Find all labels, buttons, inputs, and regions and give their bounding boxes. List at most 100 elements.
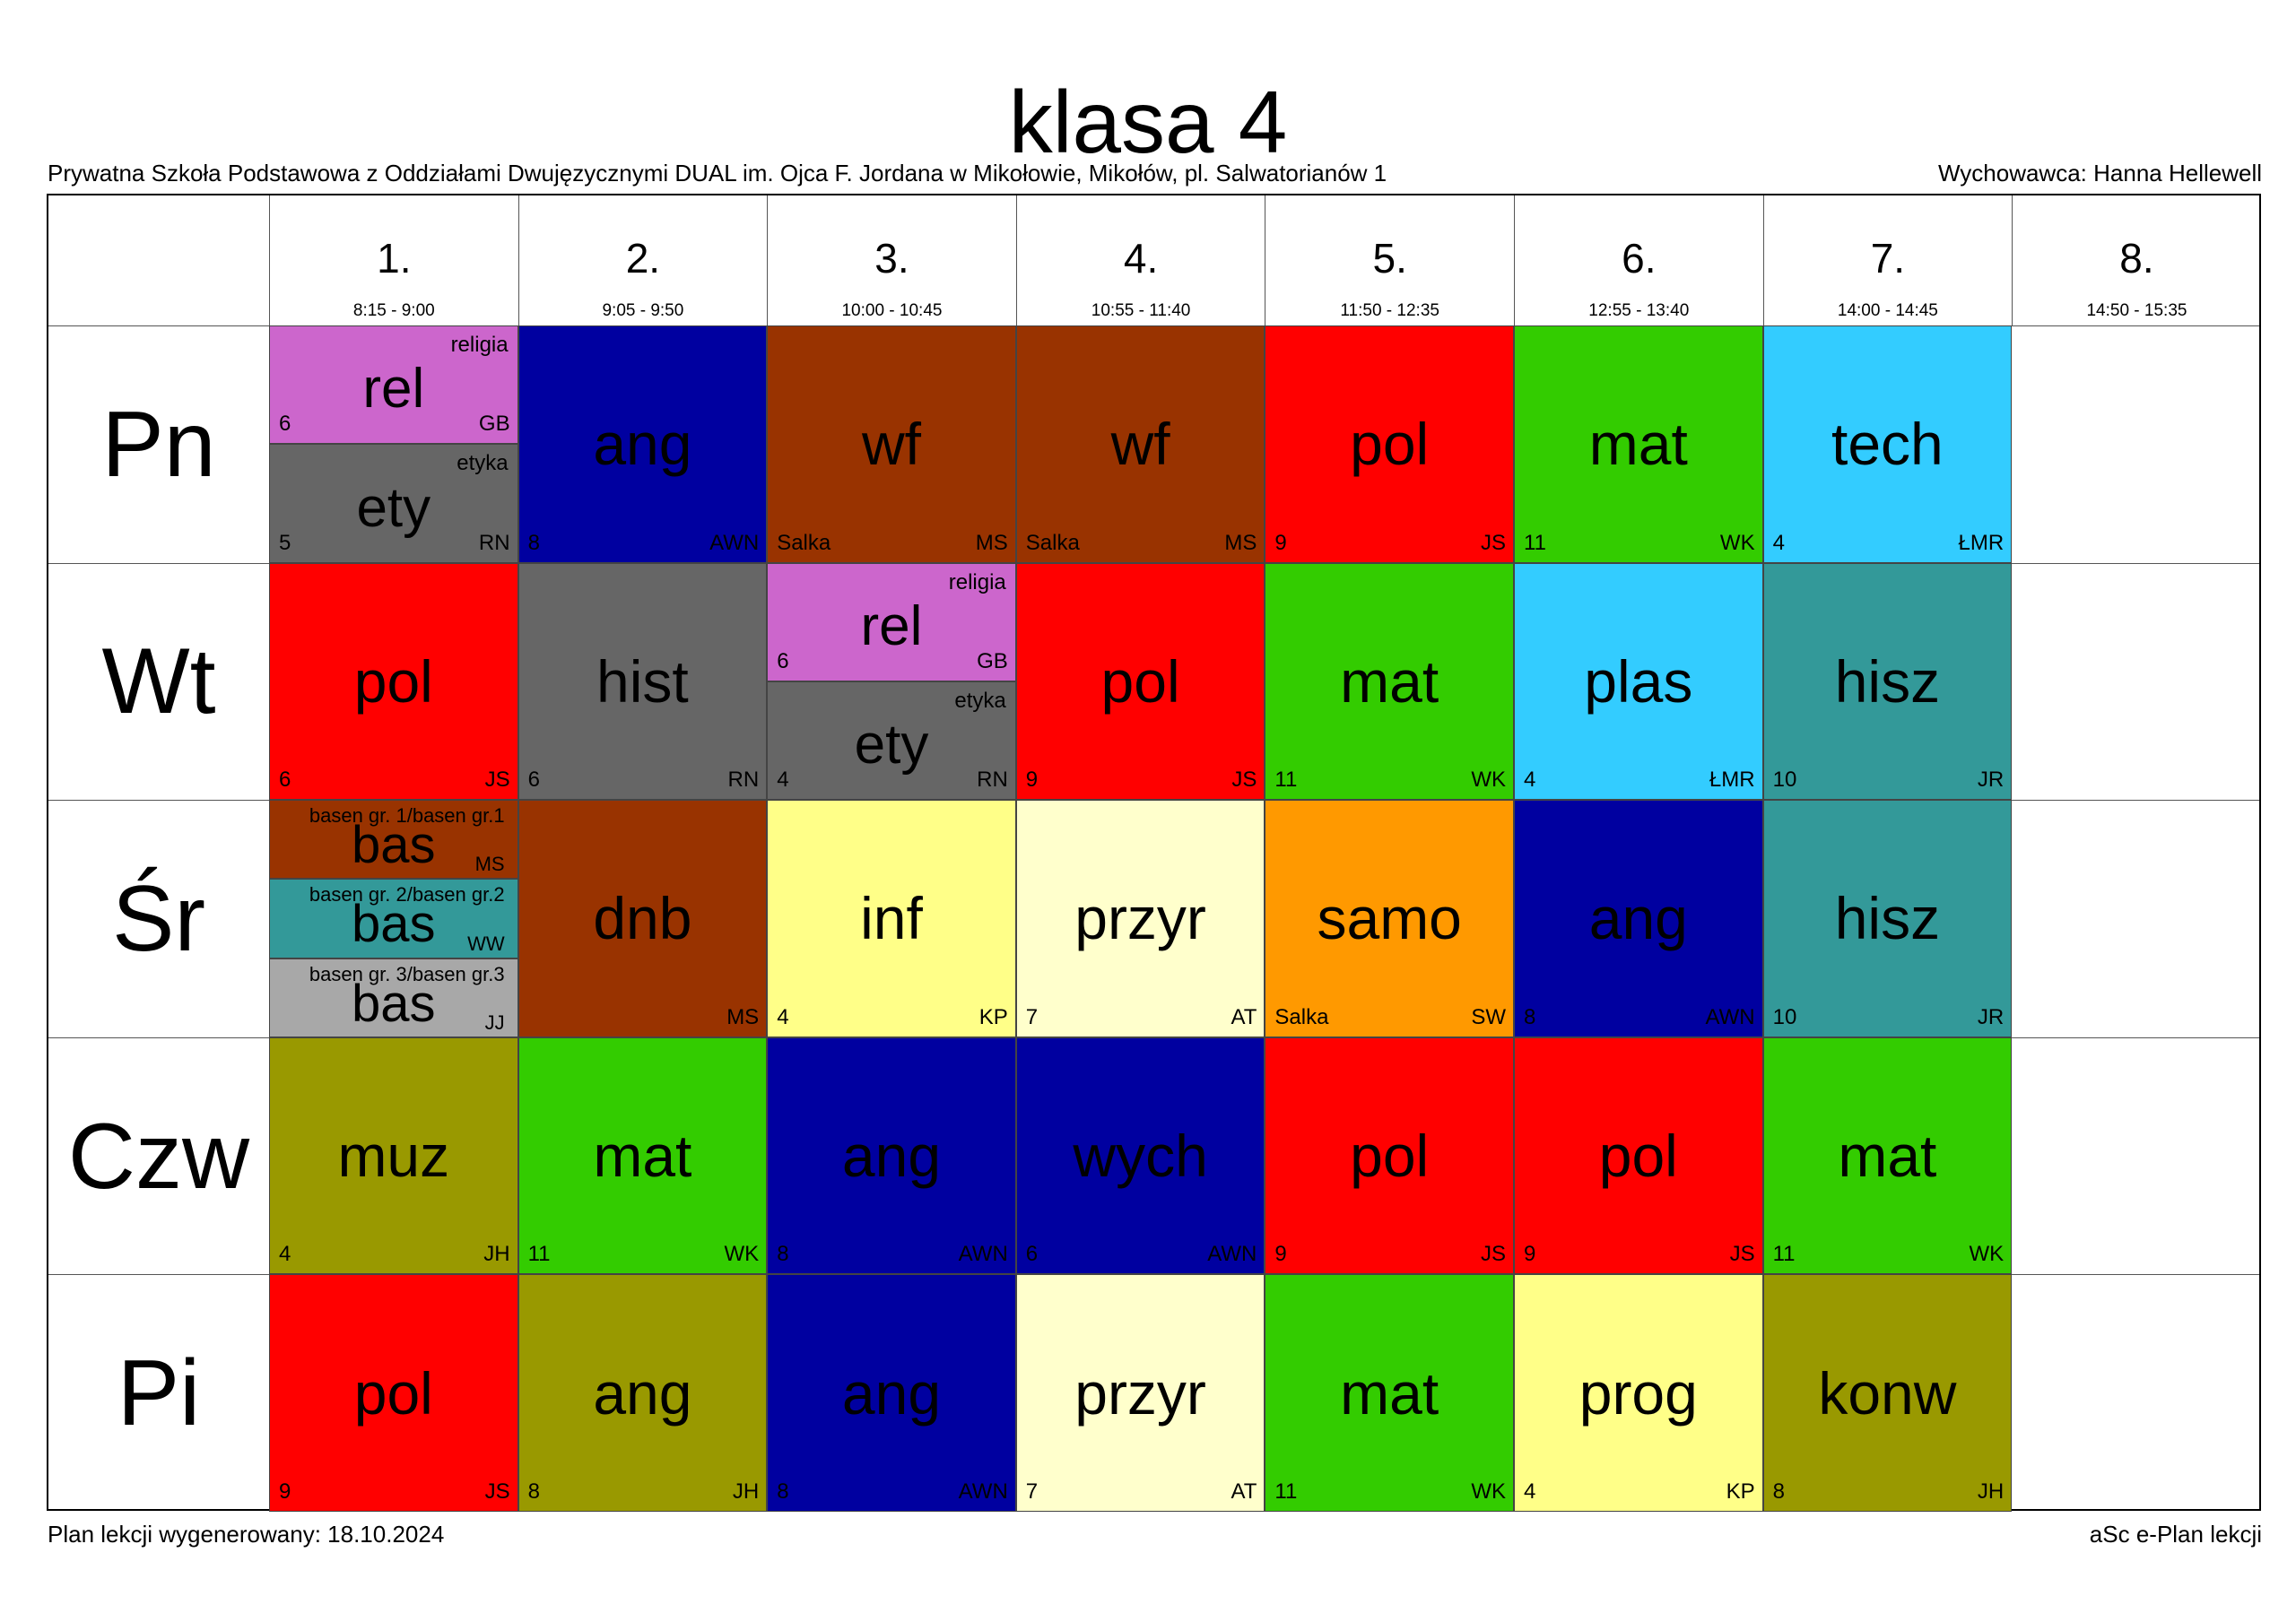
lesson-subject: rel [860,594,923,657]
lesson-cell[interactable]: pol 9 JS [1265,1037,1514,1275]
lesson-subject: hist [596,647,689,715]
lesson-teacher: WW [467,932,505,955]
period-time: 10:00 - 10:45 [841,301,943,320]
period-header: 7. 14:00 - 14:45 [1762,195,2013,325]
lesson-cell[interactable]: bas basen gr. 1/basen gr.1 MS [269,800,518,880]
lesson-cell[interactable]: przyr 7 AT [1015,800,1265,1037]
lesson-cell[interactable]: ang 8 JH [517,1274,768,1512]
lesson-room: 4 [1772,530,1785,555]
lesson-subject: hisz [1834,885,1941,952]
lesson-teacher: MS [474,853,505,876]
lesson-subject: pol [1100,647,1180,715]
lesson-teacher: ŁMR [1709,768,1755,793]
lesson-room: 6 [527,768,540,793]
period-header: 4. 10:55 - 11:40 [1015,195,1265,325]
lesson-subject: dnb [593,885,692,952]
day-name: Czw [67,1104,250,1209]
period-header: 1. 8:15 - 9:00 [269,195,518,325]
lesson-room: 8 [1772,1479,1785,1504]
lesson-cell[interactable]: hisz 10 JR [1762,800,2013,1037]
lesson-fullname: basen gr. 1/basen gr.1 [309,804,505,828]
lesson-room: 11 [527,1242,551,1267]
lesson-subject: bas [352,974,436,1033]
period-number: 2. [625,235,661,282]
lesson-cell[interactable]: mat 11 WK [517,1037,768,1275]
lesson-subject: konw [1818,1359,1957,1427]
lesson-cell[interactable]: plas 4 ŁMR [1514,562,1763,801]
lesson-cell[interactable]: pol 9 JS [1514,1037,1763,1275]
lesson-teacher: AT [1231,1004,1257,1029]
lesson-room: 11 [1274,1479,1298,1504]
day-label: Pn [48,325,269,563]
lesson-cell[interactable]: dnb MS [517,800,768,1037]
lesson-cell[interactable]: mat 11 WK [1514,325,1763,563]
lesson-cell[interactable]: wych 6 AWN [1015,1037,1265,1275]
lesson-cell[interactable]: tech 4 ŁMR [1762,325,2013,563]
lesson-room: 8 [777,1242,789,1267]
lesson-room: 9 [1274,530,1287,555]
lesson-teacher: MS [726,1004,760,1029]
lesson-cell[interactable]: inf 4 KP [767,800,1016,1037]
lesson-teacher: ŁMR [1958,530,2005,555]
lesson-room: 9 [279,1479,291,1504]
period-header: 3. 10:00 - 10:45 [767,195,1016,325]
lesson-teacher: AT [1231,1479,1257,1504]
lesson-room: 5 [279,530,291,555]
lesson-fullname: basen gr. 2/basen gr.2 [309,883,505,906]
lesson-cell[interactable]: wf Salka MS [1015,325,1265,563]
lesson-cell[interactable]: mat 11 WK [1265,562,1514,801]
period-number: 4. [1123,235,1159,282]
lesson-cell[interactable]: konw 8 JH [1762,1274,2013,1512]
timetable-grid: 1. 8:15 - 9:00 2. 9:05 - 9:50 3. 10:00 - 10:4… [47,194,2261,1512]
period-number: 7. [1870,235,1906,282]
lesson-cell[interactable]: ang 8 AWN [1514,800,1763,1037]
lesson-cell[interactable]: ety etyka 4 RN [767,681,1016,801]
lesson-cell[interactable]: przyr 7 AT [1015,1274,1265,1512]
lesson-room: 7 [1025,1479,1039,1504]
lesson-cell[interactable]: hisz 10 JR [1762,562,2013,801]
lesson-cell[interactable]: pol 6 JS [269,562,518,801]
lesson-cell[interactable]: mat 11 WK [1265,1274,1514,1512]
lesson-cell[interactable]: prog 4 KP [1514,1274,1763,1512]
lesson-cell[interactable]: rel religia 6 GB [269,325,518,445]
lesson-cell[interactable]: pol 9 JS [1015,562,1265,801]
lesson-teacher: MS [1224,530,1257,555]
lesson-subject: mat [1340,1359,1439,1427]
lesson-subject: wf [1110,411,1170,478]
lesson-teacher: JH [732,1479,760,1504]
lesson-teacher: JR [1977,768,2005,793]
lesson-cell[interactable]: pol 9 JS [269,1274,518,1512]
lesson-cell[interactable]: wf Salka MS [767,325,1016,563]
lesson-teacher: JH [483,1242,510,1267]
lesson-fullname: basen gr. 3/basen gr.3 [309,962,505,985]
lesson-room: Salka [1025,530,1080,555]
lesson-teacher: JH [1977,1479,2005,1504]
lesson-room: 4 [777,768,789,793]
lesson-room: 4 [1524,768,1536,793]
lesson-subject: tech [1831,411,1944,478]
homeroom-teacher: Wychowawca: Hanna Hellewell [1937,160,2262,186]
lesson-cell[interactable]: bas basen gr. 3/basen gr.3 JJ [269,958,518,1037]
lesson-subject: samo [1317,885,1462,952]
period-header: 5. 11:50 - 12:35 [1265,195,1514,325]
lesson-cell[interactable]: bas basen gr. 2/basen gr.2 WW [269,879,518,958]
lesson-cell[interactable]: pol 9 JS [1265,325,1514,563]
lesson-subject: mat [593,1123,692,1190]
lesson-teacher: MS [975,530,1008,555]
lesson-cell[interactable]: muz 4 JH [269,1037,518,1275]
lesson-cell[interactable]: ang 8 AWN [767,1037,1016,1275]
generated-date: Plan lekcji wygenerowany: 18.10.2024 [48,1521,445,1548]
lesson-cell[interactable]: samo Salka SW [1265,800,1514,1037]
lesson-teacher: AWN [1705,1004,1755,1029]
lesson-teacher: WK [1719,530,1755,555]
lesson-subject: ang [1588,885,1688,952]
lesson-cell[interactable]: hist 6 RN [517,562,768,801]
lesson-room: 9 [1274,1242,1287,1267]
lesson-cell[interactable]: ang 8 AWN [517,325,768,563]
lesson-cell[interactable]: ang 8 AWN [767,1274,1016,1512]
period-time: 14:50 - 15:35 [2086,301,2187,320]
lesson-cell[interactable]: ety etyka 5 RN [269,444,518,563]
lesson-cell[interactable]: rel religia 6 GB [767,562,1016,681]
lesson-cell[interactable]: mat 11 WK [1762,1037,2013,1275]
lesson-room: Salka [1274,1004,1329,1029]
